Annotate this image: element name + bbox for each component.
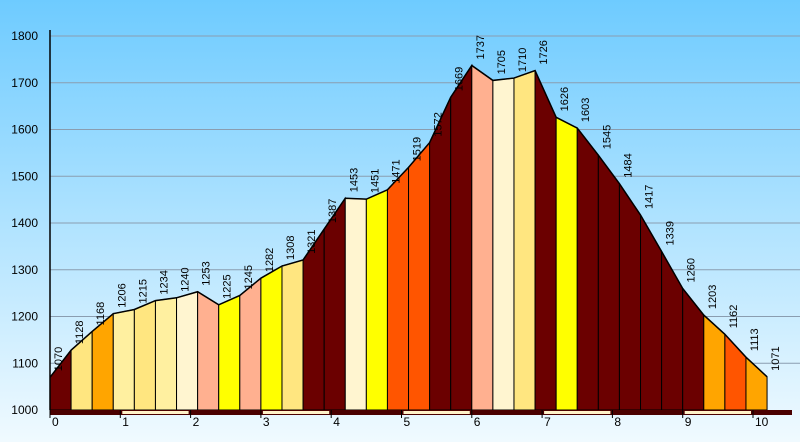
elevation-label: 1168 (95, 302, 107, 326)
elevation-band (281, 259, 304, 411)
elevation-label: 1070 (53, 347, 65, 371)
y-tick-label: 1300 (11, 263, 38, 277)
elevation-band (323, 196, 346, 411)
x-tick-label: 0 (52, 415, 59, 429)
elevation-band (176, 291, 199, 411)
elevation-band (576, 126, 599, 411)
elevation-band (365, 189, 388, 411)
elevation-label: 1387 (327, 199, 339, 223)
elevation-label: 1710 (517, 48, 529, 72)
elevation-label: 1626 (559, 87, 571, 111)
elevation-band (197, 290, 220, 411)
elevation-label: 1128 (74, 321, 86, 345)
elevation-label: 1451 (369, 169, 381, 193)
x-tick-label: 5 (404, 415, 411, 429)
x-tick-label: 9 (685, 415, 692, 429)
elevation-band (513, 69, 536, 411)
x-tick-label: 7 (544, 415, 551, 429)
x-tick-label: 3 (263, 415, 270, 429)
elevation-label: 1471 (390, 159, 402, 183)
elevation-band (344, 197, 367, 411)
elevation-label: 1339 (665, 221, 677, 245)
elevation-label: 1545 (601, 125, 613, 149)
elevation-band (450, 63, 473, 411)
y-tick-label: 1100 (12, 356, 38, 370)
x-tick-label: 10 (755, 415, 769, 429)
x-axis-bar-segment (122, 411, 189, 414)
y-tick-label: 1000 (11, 403, 38, 417)
elevation-label: 1240 (180, 267, 192, 291)
x-axis-bar-segment (544, 411, 611, 414)
elevation-band (555, 116, 578, 411)
elevation-band (534, 70, 557, 411)
elevation-label: 1113 (749, 328, 761, 351)
elevation-data-labels: 1070 1128 1168 1206 1215 1234 1240 1253 1225 1245… (53, 35, 782, 371)
x-axis-bar-segment (403, 411, 470, 414)
elevation-band (408, 141, 431, 411)
elevation-label: 1737 (475, 35, 487, 59)
elevation-label: 1206 (116, 283, 128, 307)
elevation-label: 1215 (137, 279, 149, 303)
elevation-label: 1417 (644, 185, 656, 209)
elevation-band (618, 182, 642, 411)
elevation-band (597, 153, 620, 411)
y-tick-label: 1500 (11, 169, 38, 183)
elevation-label: 1225 (222, 274, 234, 298)
elevation-label: 1253 (201, 261, 213, 285)
elevation-band (386, 166, 410, 411)
elevation-label: 1260 (686, 258, 698, 282)
elevation-label: 1705 (496, 50, 508, 74)
x-axis-bar-segment (262, 411, 330, 414)
elevation-label: 1245 (243, 265, 255, 289)
y-tick-label: 1200 (11, 310, 38, 324)
elevation-band (218, 294, 241, 411)
elevation-label: 1484 (622, 153, 634, 177)
elevation-band (429, 97, 452, 411)
elevation-label: 1234 (158, 270, 170, 294)
elevation-band (492, 77, 515, 411)
profile-line (49, 64, 768, 378)
x-tick-label: 8 (614, 415, 621, 429)
elevation-band (154, 297, 178, 411)
x-tick-label: 1 (122, 415, 129, 429)
elevation-label: 1519 (412, 137, 424, 161)
elevation-label: 1321 (306, 229, 318, 253)
x-tick-labels: 0 1 2 3 4 5 6 7 8 9 10 (49, 410, 769, 429)
x-tick-label: 4 (333, 415, 340, 429)
elevation-band (471, 64, 494, 411)
x-tick-label: 6 (474, 415, 481, 429)
elevation-label: 1572 (433, 112, 445, 136)
elevation-label: 1603 (580, 98, 592, 122)
y-tick-labels: 1000 1100 1200 1300 1400 1500 1600 1700 1800 (11, 29, 38, 417)
y-tick-label: 1600 (11, 123, 38, 137)
y-tick-label: 1800 (11, 29, 38, 43)
elevation-label: 1162 (728, 305, 740, 329)
y-tick-label: 1400 (11, 216, 38, 230)
x-axis-bar-segment (684, 411, 751, 414)
x-tick-label: 2 (193, 415, 200, 429)
profile-outline (49, 64, 768, 378)
elevation-label: 1669 (454, 67, 466, 91)
axes (49, 30, 792, 415)
elevation-label: 1282 (264, 248, 276, 272)
elevation-label: 1203 (707, 285, 719, 309)
elevation-label: 1071 (770, 346, 782, 370)
elevation-label: 1308 (285, 236, 297, 260)
y-tick-label: 1700 (11, 76, 38, 90)
elevation-band (133, 299, 156, 411)
elevation-label: 1726 (538, 40, 550, 64)
elevation-band (260, 265, 283, 411)
elevation-label: 1453 (348, 168, 360, 192)
elevation-band (239, 277, 262, 411)
elevation-bands (49, 63, 768, 411)
elevation-band (112, 308, 135, 411)
